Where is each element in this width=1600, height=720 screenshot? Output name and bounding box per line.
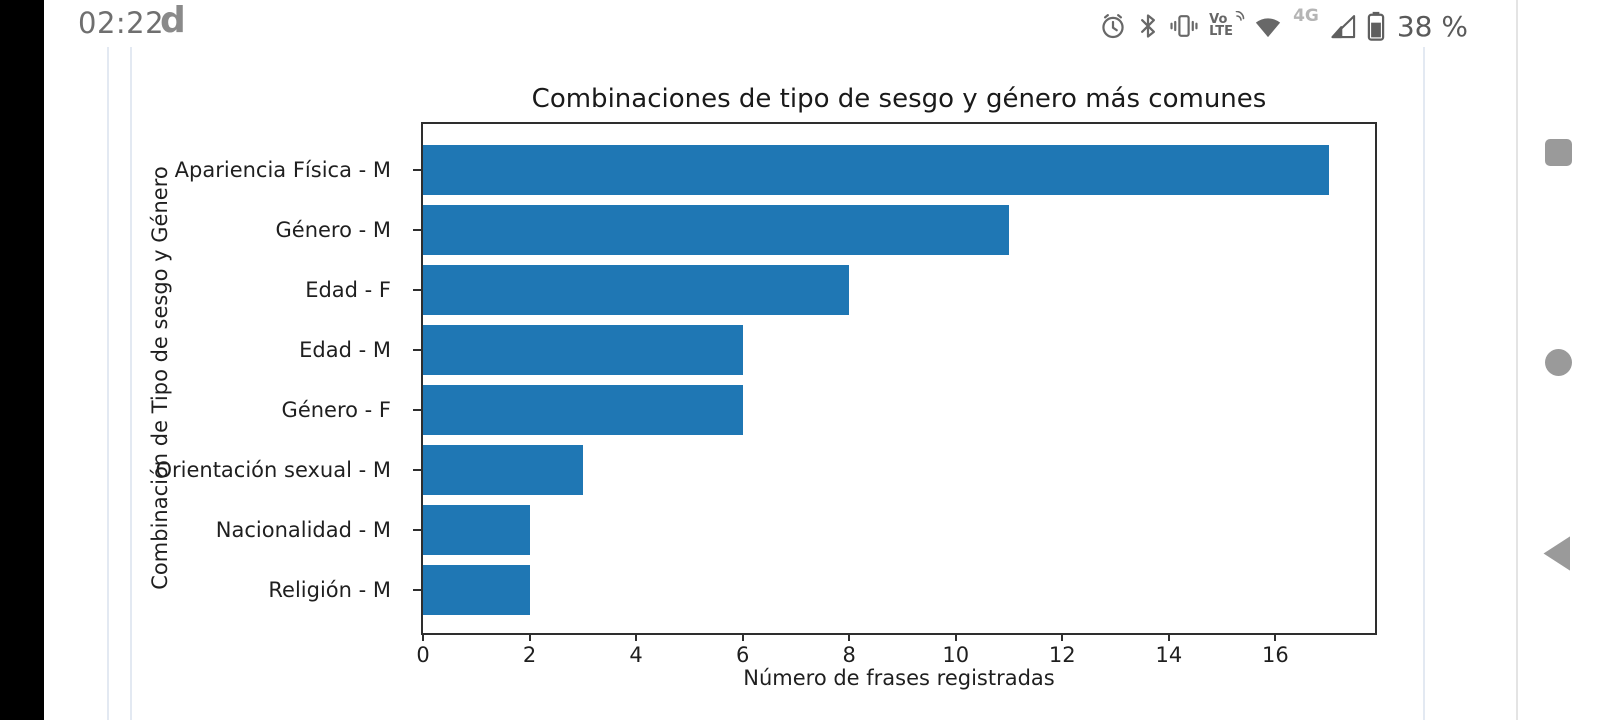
vibrate-icon (1170, 15, 1198, 37)
y-tick-mark (413, 469, 421, 471)
x-tick-label: 12 (1048, 643, 1076, 667)
bar-4 (423, 385, 743, 435)
y-category-label: Género - F (281, 398, 391, 422)
x-tick-labels: 0 2 4 6 8 10 12 14 16 (416, 643, 1375, 671)
y-tick-mark (413, 529, 421, 531)
y-category-label: Apariencia Física - M (174, 158, 391, 182)
x-tick-label: 10 (942, 643, 970, 667)
y-category-labels: Apariencia Física - M Género - M Edad - F E… (0, 124, 407, 633)
battery-icon (1367, 11, 1385, 41)
x-tick-label: 6 (735, 643, 750, 667)
x-tick-mark (528, 633, 531, 641)
y-category-label: Nacionalidad - M (215, 518, 391, 542)
x-tick-label: 2 (522, 643, 537, 667)
y-category-label: Orientación sexual - M (155, 458, 391, 482)
bar-7 (423, 565, 530, 615)
y-tick-mark (413, 589, 421, 591)
bar-2 (423, 265, 849, 315)
y-category-label: Edad - F (305, 278, 391, 302)
x-tick-label: 4 (629, 643, 643, 667)
x-tick-label: 8 (842, 643, 856, 667)
x-tick-mark (1167, 633, 1170, 641)
screen-notch-strip (0, 0, 44, 720)
home-button[interactable] (1545, 349, 1572, 376)
recents-button[interactable] (1545, 139, 1572, 166)
y-tick-mark (413, 229, 421, 231)
x-tick-label: 0 (416, 643, 430, 667)
y-tick-mark (413, 169, 421, 171)
bar-6 (423, 505, 530, 555)
x-tick-mark (741, 633, 744, 641)
x-tick-label: 14 (1155, 643, 1183, 667)
network-4g-badge: 4G (1293, 6, 1319, 26)
y-tick-mark (413, 409, 421, 411)
chart-x-axis-label: Número de frases registradas (743, 666, 1055, 690)
page-edge-line-right (1423, 47, 1425, 720)
x-tick-label: 16 (1262, 643, 1289, 667)
bluetooth-icon (1141, 14, 1156, 38)
y-category-label: Edad - M (299, 338, 391, 362)
y-category-label: Género - M (275, 218, 392, 242)
navbar-separator (1516, 0, 1518, 720)
x-tick-mark (954, 633, 957, 641)
y-tick-mark (413, 349, 421, 351)
page-edge-line-left-inner (130, 47, 132, 720)
chart-title: Combinaciones de tipo de sesgo y género … (531, 84, 1267, 114)
battery-percentage: 38 % (1396, 9, 1468, 43)
signal-triangle-icon (1331, 15, 1355, 39)
y-tick-mark (413, 289, 421, 291)
x-tick-mark (1061, 633, 1064, 641)
x-tick-mark (635, 633, 638, 641)
clock-time: 02:22 (78, 6, 165, 40)
alarm-icon (1102, 14, 1124, 39)
status-icons-cluster: Vo LTE 4G 38 % (1099, 6, 1468, 44)
x-tick-mark (1274, 633, 1277, 641)
bar-5 (423, 445, 583, 495)
back-button[interactable] (1543, 536, 1570, 571)
x-tick-mark (848, 633, 851, 641)
plot-area (413, 122, 1377, 641)
page-edge-line-left-outer (107, 47, 109, 720)
x-tick-mark (422, 633, 424, 641)
bar-3 (423, 325, 743, 375)
bar-0 (423, 145, 1329, 195)
carrier-logo: d (160, 0, 186, 41)
wifi-icon (1255, 18, 1281, 38)
bar-1 (423, 205, 1009, 255)
volte-icon: Vo LTE (1209, 11, 1245, 38)
y-category-label: Religión - M (268, 578, 391, 602)
